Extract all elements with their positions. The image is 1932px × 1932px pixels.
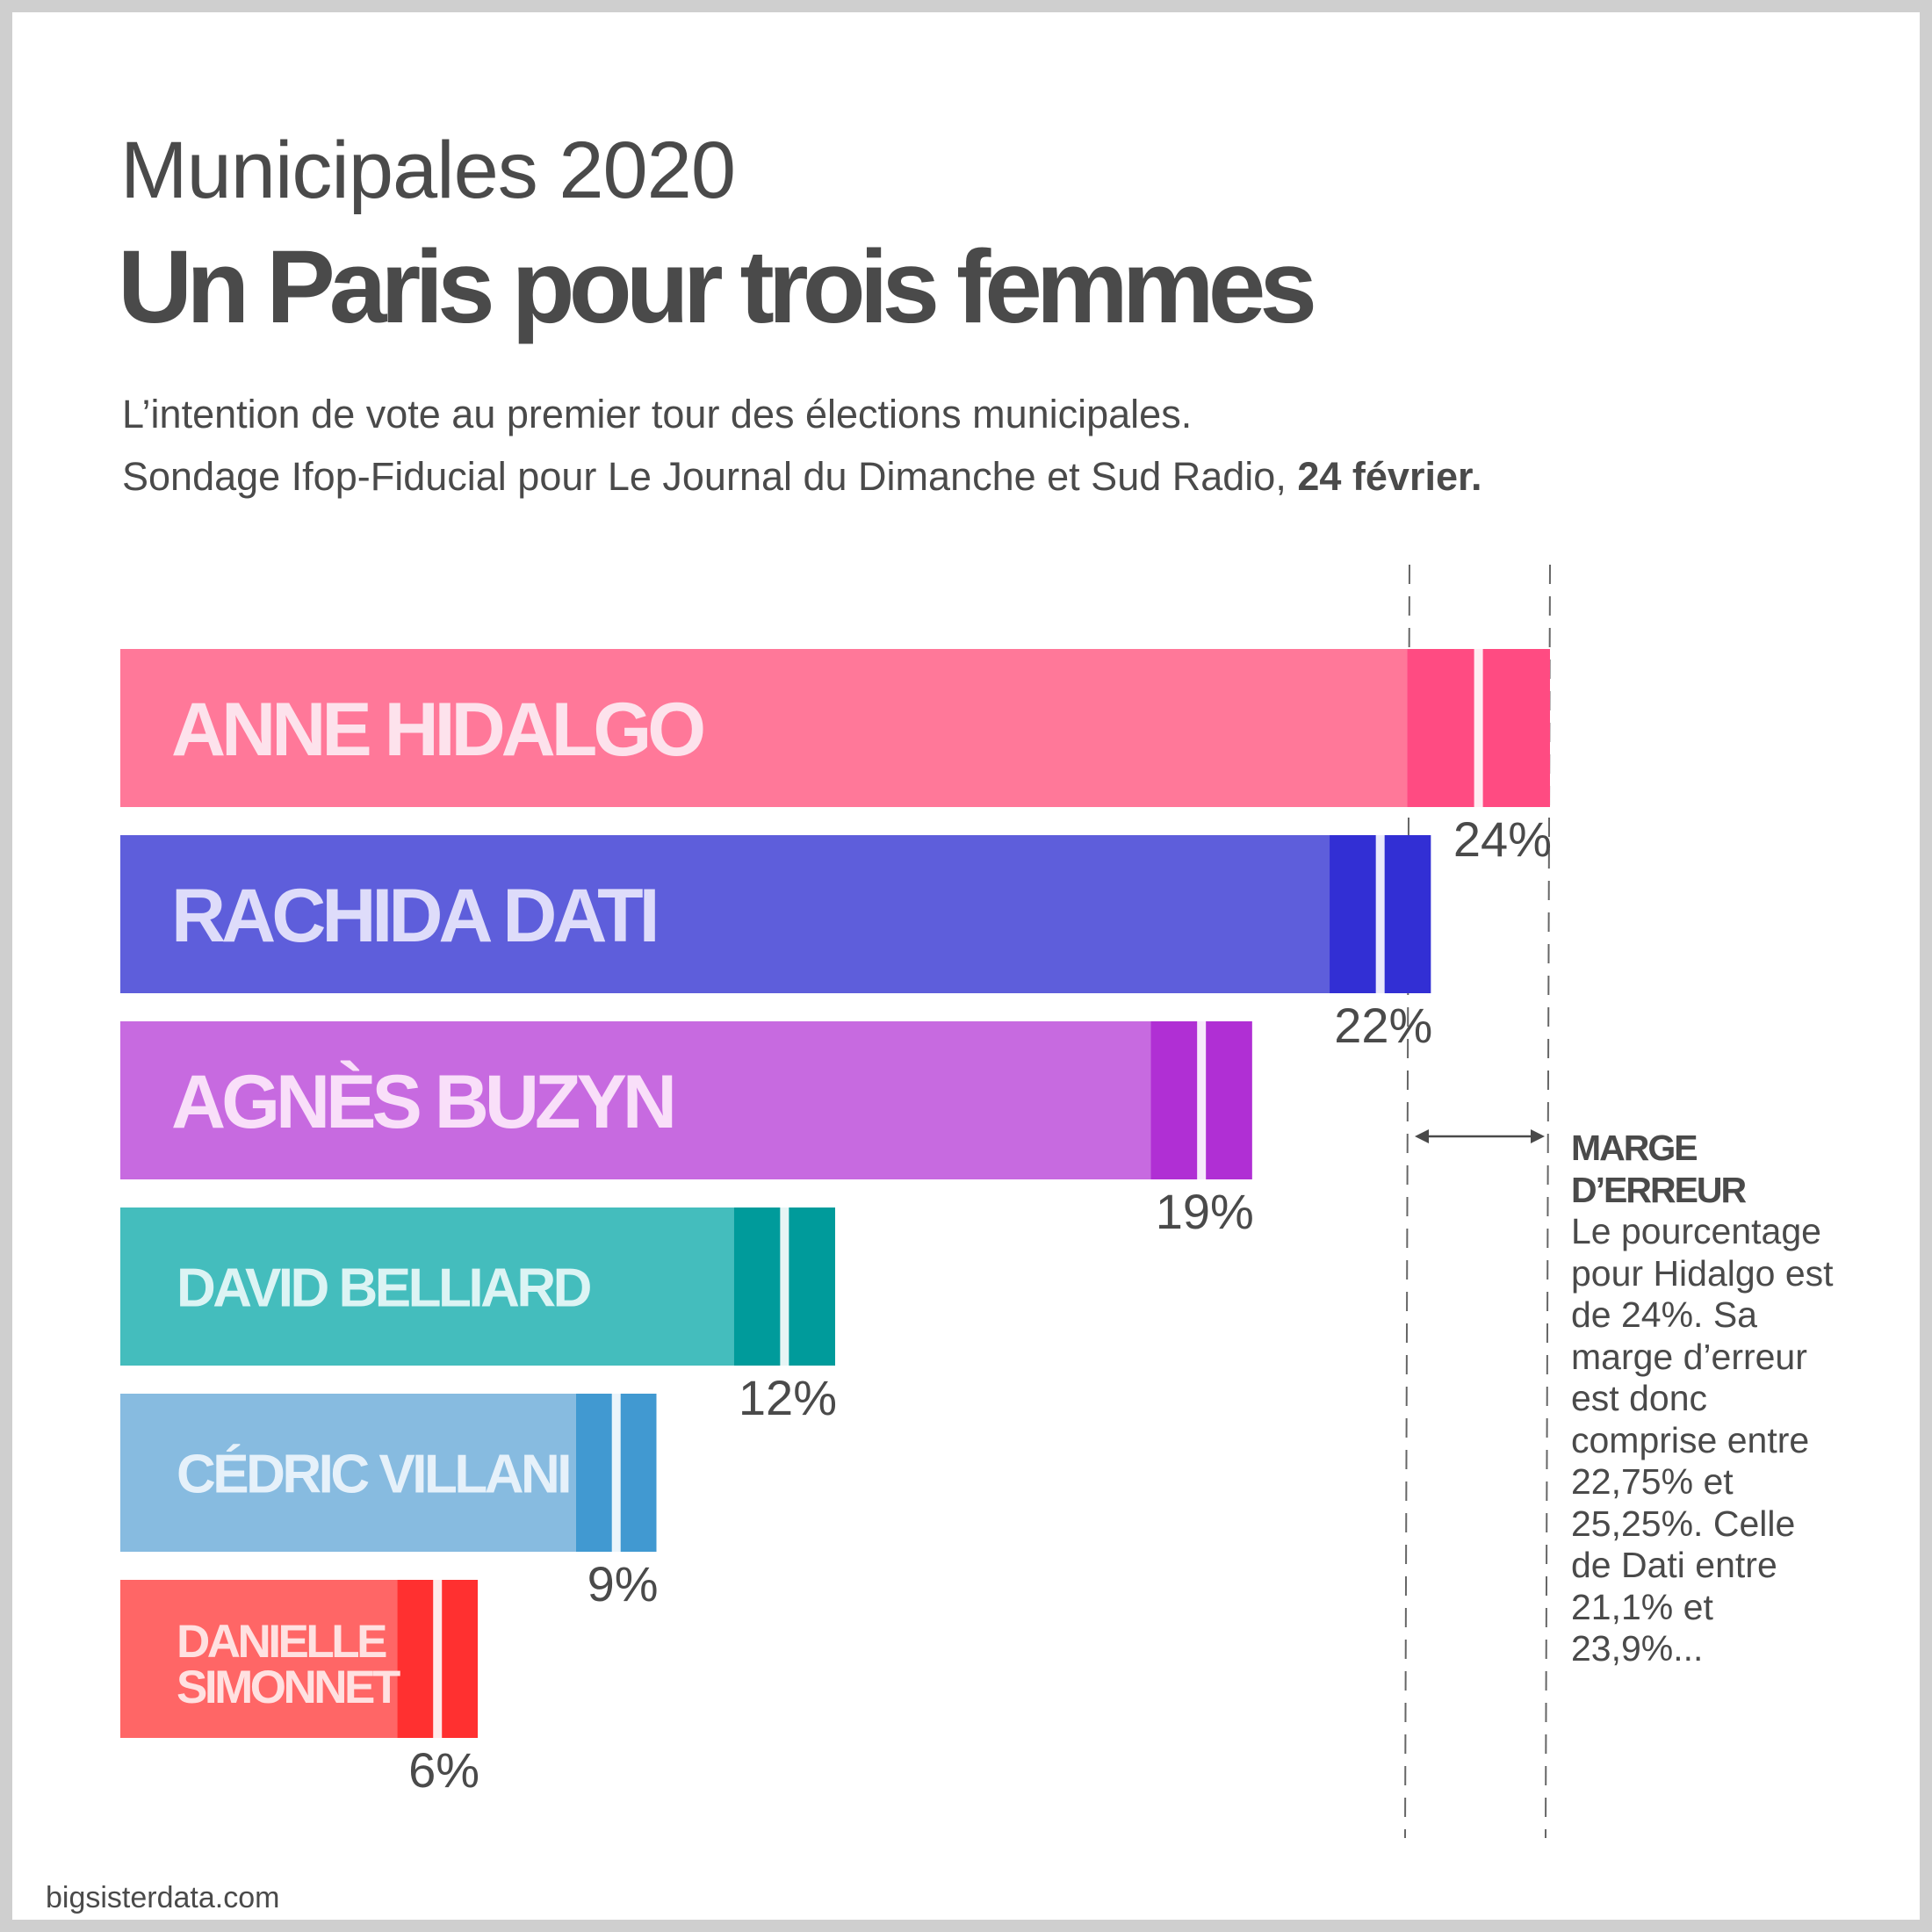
bar-value-label: 24%	[1453, 811, 1552, 867]
subtitle: L’intention de vote au premier tour des …	[122, 392, 1193, 436]
bar	[120, 1394, 576, 1552]
bar-value-label: 6%	[408, 1742, 479, 1798]
kicker: Municipales 2020	[120, 126, 736, 215]
footer-credit: bigsisterdata.com	[46, 1881, 280, 1914]
bar-name-label: DAVID BELLIARD	[177, 1258, 591, 1318]
reference-line-0	[1404, 564, 1410, 1839]
arrow-left-icon	[1415, 1129, 1429, 1143]
bar-name-label: AGNÈS BUZYN	[171, 1060, 673, 1144]
bar-chart: ANNE HIDALGO 24% RACHIDA DATI 22% AGNÈS BUZY…	[120, 564, 1552, 1839]
bar-value-label: 9%	[588, 1556, 659, 1611]
note-heading-2: D’ERREUR	[1571, 1169, 1747, 1210]
bar-value-marker	[1197, 1021, 1207, 1179]
bar	[120, 1580, 398, 1738]
bar-value-marker	[611, 1394, 621, 1552]
bar-name-label: ANNE HIDALGO	[171, 688, 703, 772]
bar	[120, 1208, 734, 1366]
bar-name-label: DANIELLE	[177, 1616, 386, 1668]
bar-name-label: RACHIDA DATI	[171, 874, 656, 958]
bar-value-marker	[1474, 649, 1483, 807]
page-title: Un Paris pour trois femmes	[118, 229, 1317, 345]
error-margin-note: MARGE D’ERREUR Le pourcentage pour Hidal…	[1571, 1128, 1835, 1670]
arrow-right-icon	[1531, 1129, 1545, 1143]
note-heading-1: MARGE	[1571, 1128, 1698, 1168]
bar	[120, 835, 1330, 993]
source-line: Sondage Ifop-Fiducial pour Le Journal du…	[122, 454, 1482, 500]
reference-line-1	[1545, 564, 1551, 1839]
note-body: Le pourcentage pour Hidalgo est de 24%. …	[1571, 1211, 1834, 1669]
bar-value-label: 22%	[1334, 998, 1432, 1053]
source-text: Sondage Ifop-Fiducial pour Le Journal du…	[122, 454, 1298, 499]
bar-value-marker	[780, 1208, 789, 1366]
bar-value-marker	[1375, 835, 1385, 993]
bar-value-marker	[433, 1580, 443, 1738]
bar	[120, 1021, 1151, 1179]
bar	[120, 649, 1408, 807]
bar-value-label: 12%	[739, 1370, 837, 1425]
bar-name-label: CÉDRIC VILLANI	[177, 1444, 569, 1504]
source-date: 24 février.	[1297, 454, 1482, 499]
bar-name-label: SIMONNET	[177, 1662, 400, 1713]
bar-value-label: 19%	[1156, 1184, 1254, 1239]
